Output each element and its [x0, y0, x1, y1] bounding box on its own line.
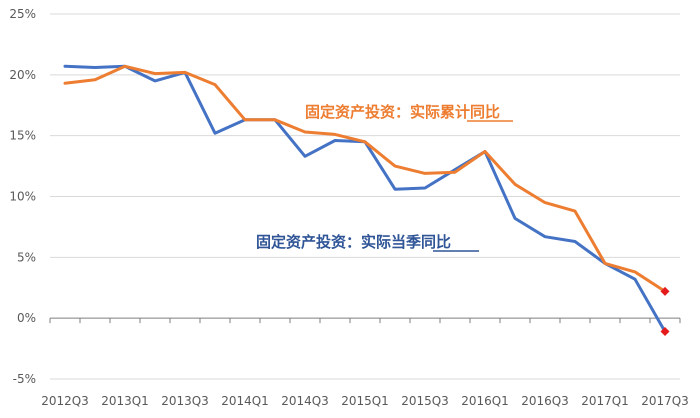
axes: 25% 20% 15% 10% 5% 0% -5% 2012Q3 2013Q1 2013Q3 201…: [9, 7, 688, 408]
y-tick-label: 25%: [9, 7, 36, 21]
x-tick-label: 2017Q3: [641, 394, 689, 408]
y-tick-label: 5%: [17, 250, 36, 264]
end-marker-cumulative: [660, 286, 670, 296]
x-tick-label: 2013Q3: [161, 394, 209, 408]
x-tick-label: 2016Q1: [461, 394, 509, 408]
x-tick-label: 2015Q1: [341, 394, 389, 408]
x-tick-label: 2012Q3: [41, 394, 89, 408]
series-label-cumulative: 固定资产投资：实际累计同比: [305, 103, 500, 121]
y-tick-label: 10%: [9, 190, 36, 204]
y-tick-label: 0%: [17, 311, 36, 325]
x-tick-label: 2017Q1: [581, 394, 629, 408]
gridlines: [50, 13, 680, 380]
y-tick-label: 20%: [9, 68, 36, 82]
series-line-cumulative: [63, 64, 667, 293]
x-tick-label: 2015Q3: [401, 394, 449, 408]
series-lines: [63, 64, 667, 334]
end-marker-quarterly: [660, 327, 670, 337]
series-label-quarterly: 固定资产投资：实际当季同比: [256, 233, 451, 251]
x-tick-label: 2016Q3: [521, 394, 569, 408]
x-tick-label: 2014Q1: [221, 394, 269, 408]
x-tick-label: 2014Q3: [281, 394, 329, 408]
end-markers: [660, 286, 670, 337]
y-tick-label: 15%: [9, 129, 36, 143]
x-tick-label: 2013Q1: [101, 394, 149, 408]
y-tick-label: -5%: [13, 372, 36, 386]
